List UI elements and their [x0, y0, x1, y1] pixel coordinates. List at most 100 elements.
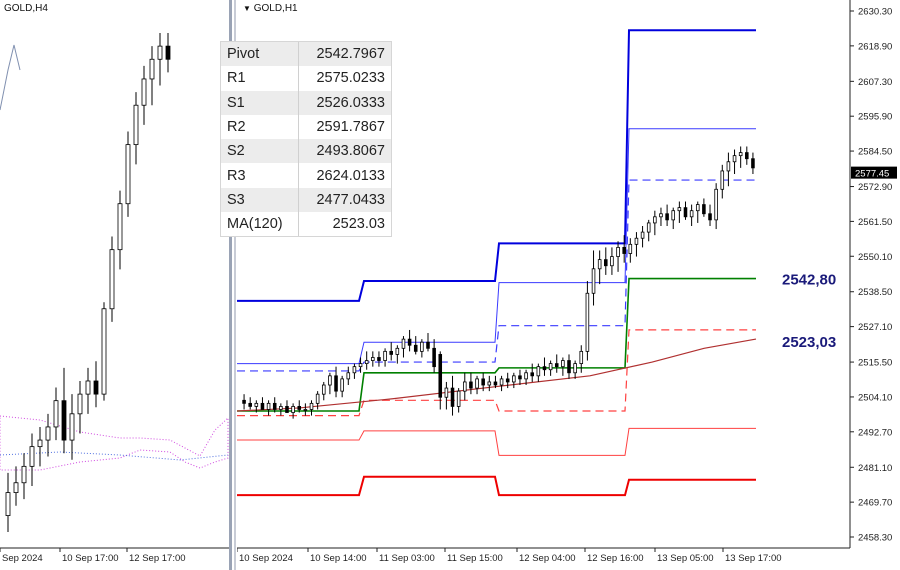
h4-candle-body	[77, 393, 83, 415]
h4-candle-body	[21, 465, 27, 484]
ichimoku-cloud	[0, 415, 229, 471]
pivot-level-value: 2526.0333	[298, 90, 391, 115]
h1-candle-body	[745, 152, 749, 160]
panel-splitter-left[interactable]	[229, 0, 232, 570]
h1-candle-body	[438, 354, 443, 398]
h1-candle-body	[493, 381, 498, 386]
pivot-level-label: MA(120)	[227, 216, 283, 233]
h1-candle-body	[505, 378, 510, 383]
h1-candle-body	[591, 268, 596, 294]
h4-candle-body	[13, 482, 19, 494]
time-tick-label: 13 Sep 17:00	[725, 553, 782, 564]
h1-candle-body	[371, 357, 375, 361]
h1-candle-body	[383, 350, 387, 361]
h1-candle-body	[315, 393, 320, 404]
h1-candle-body	[481, 378, 485, 386]
ma120-line	[237, 338, 757, 412]
h1-candle-body	[364, 360, 369, 365]
level-line-s3	[237, 475, 756, 497]
h4-candle-body	[149, 58, 155, 80]
h1-candle-body	[297, 406, 302, 410]
h1-candle-body	[634, 237, 639, 245]
h4-candle-body	[141, 78, 147, 106]
h1-candle-body	[272, 402, 277, 410]
panel-splitter-right[interactable]	[234, 0, 236, 570]
time-tick-label: 10 Sep 2024	[239, 553, 293, 564]
price-tick-label: 2595.90	[858, 112, 892, 123]
level-line-s2	[237, 427, 756, 456]
level-line-r3	[237, 29, 756, 302]
h1-candle-body	[389, 350, 393, 355]
pivot-level-label: S3	[221, 187, 299, 213]
h1-candle-body	[487, 381, 492, 386]
h1-candle-body	[321, 384, 326, 395]
h1-candle-body	[358, 363, 363, 368]
price-tick-label: 2538.50	[858, 287, 892, 298]
h1-candle-body	[346, 372, 351, 380]
h1-candle-body	[671, 210, 676, 221]
price-tick-label: 2561.50	[858, 217, 892, 228]
ma-annotation: 2523,03	[782, 334, 836, 351]
level-line-r1	[237, 179, 756, 372]
last-price-tag-bg	[851, 166, 897, 179]
pivot-row: MA(120) 2523.03	[221, 212, 391, 237]
h4-candle-body	[5, 492, 11, 516]
h4-candle-body	[125, 144, 131, 205]
h4-chart-panel[interactable]: Sep 2024 10 Sep 17:00 12 Sep 17:00 GOLD,H4	[0, 0, 229, 570]
level-line-pivot	[237, 277, 756, 412]
h1-candle-body	[597, 259, 602, 270]
h1-candle-body	[291, 406, 295, 413]
h1-candle-body	[475, 378, 479, 389]
price-tick-label: 2504.10	[858, 392, 892, 403]
h1-candle-body	[420, 341, 424, 352]
h4-candle-body	[93, 380, 99, 395]
price-tick-label: 2515.50	[858, 358, 892, 369]
pivot-level-label: Pivot	[221, 42, 299, 67]
h1-candle-body	[720, 170, 725, 190]
h1-candle-body	[242, 399, 246, 404]
level-line-s1	[237, 329, 756, 417]
h1-candle-body	[524, 372, 528, 380]
h4-candle-body	[29, 446, 35, 467]
h1-candle-body	[683, 207, 688, 218]
h1-candle-body	[469, 381, 473, 389]
h4-chart[interactable]: Sep 2024 10 Sep 17:00 12 Sep 17:00	[0, 0, 229, 570]
h1-candle-body	[334, 375, 338, 392]
price-tick-label: 2607.30	[858, 77, 892, 88]
h1-candle-body	[254, 402, 259, 407]
h4-symbol-label: GOLD,H4	[4, 3, 48, 14]
h1-candle-body	[653, 216, 657, 224]
h1-chart[interactable]: 2630.30 2618.90 2607.30 2595.90 2584.50 2572.…	[237, 0, 900, 570]
time-tick-label: 11 Sep 15:00	[447, 553, 503, 564]
h1-candle-body	[340, 378, 344, 392]
h1-candle-body	[726, 161, 731, 172]
pivot-level-value: 2523.03	[298, 212, 391, 237]
h4-time-tick-label: 10 Sep 17:00	[62, 553, 119, 564]
h1-candle-body	[413, 344, 418, 352]
h1-candle-body	[248, 402, 252, 407]
h1-symbol-text: GOLD,H1	[253, 3, 298, 14]
h4-candle-body	[133, 104, 139, 146]
h1-candle-body	[401, 338, 406, 349]
h1-candle-body	[640, 231, 645, 239]
pivot-row: Pivot 2542.7967	[221, 42, 391, 67]
h4-candle-body	[109, 249, 115, 310]
h1-symbol-label: ▼ GOLD,H1	[243, 3, 298, 14]
pivot-row: S3 2477.0433	[221, 187, 391, 213]
h1-candle-body	[628, 243, 633, 254]
pivot-level-value: 2624.0133	[298, 163, 391, 188]
h1-candle-body	[395, 347, 400, 355]
pivot-row: R1 2575.0233	[221, 66, 391, 91]
pivot-level-label: R1	[227, 70, 246, 87]
h1-candle-body	[708, 213, 712, 221]
pivot-level-value: 2493.8067	[298, 139, 391, 164]
time-tick-label: 12 Sep 04:00	[519, 553, 576, 564]
h4-candle-body	[53, 400, 59, 428]
h1-candle-body	[677, 207, 682, 212]
h1-candle-body	[610, 256, 614, 267]
h1-candle-body	[456, 390, 461, 407]
h1-candle-body	[328, 375, 332, 386]
h4-candle-body	[165, 45, 171, 60]
h1-candle-body	[463, 381, 467, 392]
h1-candle-body	[450, 387, 455, 407]
